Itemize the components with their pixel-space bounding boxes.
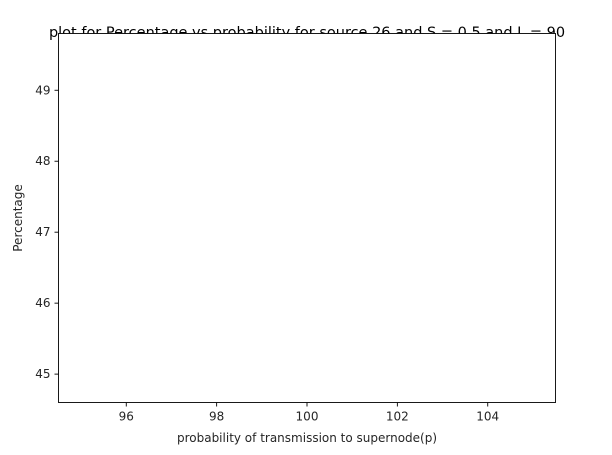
y-tick-label: 45 — [35, 367, 50, 381]
x-axis-label: probability of transmission to supernode… — [177, 431, 437, 445]
y-tick-label: 49 — [35, 83, 50, 97]
y-axis-label: Percentage — [11, 184, 25, 252]
x-tick-label: 104 — [476, 410, 499, 424]
y-tick-label: 48 — [35, 154, 50, 168]
x-tick-label: 98 — [209, 410, 224, 424]
x-tick-label: 102 — [386, 410, 409, 424]
x-tick-label: 96 — [119, 410, 134, 424]
y-tick-label: 47 — [35, 225, 50, 239]
y-axis-ticks: 45 46 47 48 49 — [35, 83, 59, 381]
x-axis-ticks: 96 98 100 102 104 — [119, 402, 499, 424]
y-tick-label: 46 — [35, 296, 50, 310]
x-tick-label: 100 — [296, 410, 319, 424]
plot-area — [58, 33, 556, 403]
